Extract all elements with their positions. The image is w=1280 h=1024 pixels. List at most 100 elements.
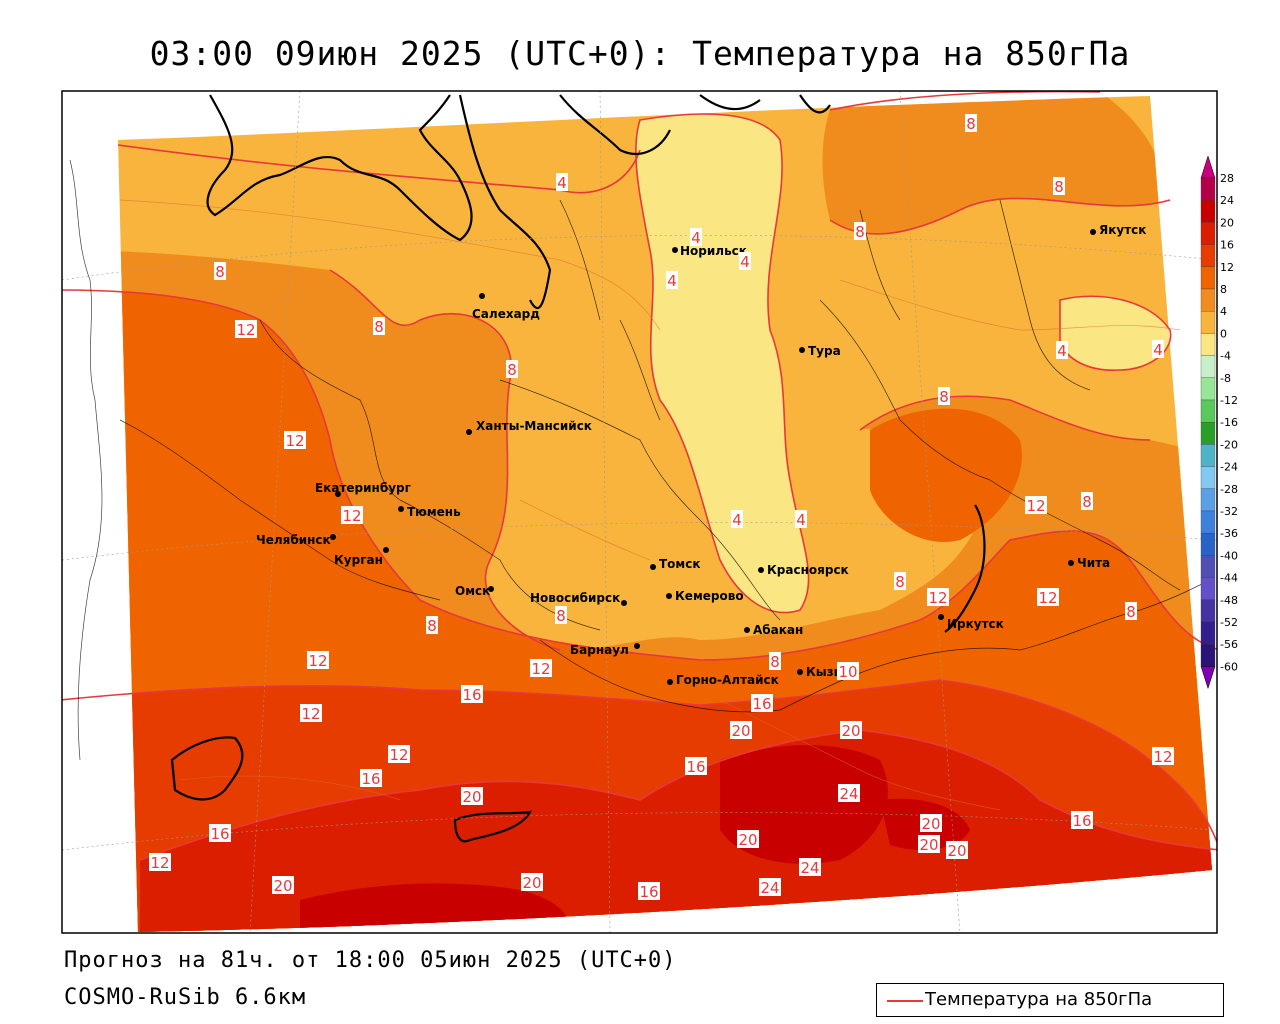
isotherm-label-bg bbox=[1152, 340, 1164, 358]
isotherm-label: 24 bbox=[839, 785, 858, 803]
isotherm-label-bg bbox=[209, 824, 231, 842]
city-label: Салехард bbox=[472, 307, 540, 321]
city-label: Томск bbox=[659, 557, 701, 571]
isotherm-label-bg bbox=[1025, 496, 1047, 514]
colorbar-segment bbox=[1200, 533, 1216, 556]
city-label: Омск bbox=[455, 584, 490, 598]
isotherm-label-bg bbox=[461, 787, 483, 805]
colorbar-tick-label: 28 bbox=[1220, 172, 1234, 185]
city-label: Барнаул bbox=[570, 643, 629, 657]
colorbar-segment bbox=[1200, 510, 1216, 534]
isotherm-label-bg bbox=[307, 651, 329, 669]
isotherm-label: 12 bbox=[301, 705, 320, 723]
city-label: Красноярск bbox=[767, 563, 849, 577]
isotherm-label-bg bbox=[759, 878, 781, 896]
isotherm-label-bg bbox=[751, 694, 773, 712]
city-marker bbox=[621, 600, 627, 606]
isotherm-label: 8 bbox=[374, 318, 384, 336]
colorbar-tick-label: -16 bbox=[1220, 416, 1238, 429]
isotherm-label-bg bbox=[894, 572, 906, 590]
colorbar-tick-label: -40 bbox=[1220, 549, 1238, 562]
colorbar-tick-label: 8 bbox=[1220, 283, 1227, 296]
isotherm-label: 8 bbox=[427, 617, 437, 635]
isotherm-label-bg bbox=[461, 685, 483, 703]
coastline bbox=[170, 94, 986, 843]
isotherm-label: 8 bbox=[895, 573, 905, 591]
minor-contours bbox=[119, 199, 1181, 811]
colorbar-tick-label: -20 bbox=[1220, 438, 1238, 451]
isotherm-label: 8 bbox=[556, 607, 566, 625]
isotherm-label: 4 bbox=[667, 272, 677, 290]
isotherm-label-bg bbox=[731, 510, 743, 528]
isotherm-label-bg bbox=[685, 757, 707, 775]
city-marker bbox=[383, 547, 389, 553]
city-marker bbox=[672, 247, 678, 253]
isotherm-label: 12 bbox=[531, 660, 550, 678]
isotherm-label-bg bbox=[730, 721, 752, 739]
isotherm-label: 4 bbox=[691, 229, 701, 247]
city-marker bbox=[466, 429, 472, 435]
city-label: Норильск bbox=[680, 244, 747, 258]
isotherm-label-bg bbox=[739, 252, 751, 270]
city-marker bbox=[488, 586, 494, 592]
city-marker bbox=[634, 643, 640, 649]
isotherm-label-bg bbox=[666, 271, 678, 289]
isotherm-label-bg bbox=[284, 431, 306, 449]
isotherm-label: 4 bbox=[796, 511, 806, 529]
colorbar-tick-label: -44 bbox=[1220, 572, 1238, 585]
isotherm-label-bg bbox=[927, 588, 949, 606]
isotherm-label: 8 bbox=[1054, 178, 1064, 196]
isotherm-label: 24 bbox=[800, 859, 819, 877]
isotherm-label-bg bbox=[388, 745, 410, 763]
isotherm-label-bg bbox=[799, 858, 821, 876]
colorbar-tick-label: 16 bbox=[1220, 239, 1234, 252]
isotherm-label: 4 bbox=[732, 511, 742, 529]
city-marker bbox=[799, 347, 805, 353]
colorbar-tick-label: -48 bbox=[1220, 594, 1238, 607]
legend: Температура на 850гПа bbox=[876, 983, 1224, 1017]
colorbar-tick-label: 12 bbox=[1220, 261, 1234, 274]
isotherm-label: 4 bbox=[557, 174, 567, 192]
isotherm-label: 4 bbox=[1153, 341, 1163, 359]
city-marker bbox=[797, 669, 803, 675]
city-marker bbox=[667, 679, 673, 685]
colorbar-segment bbox=[1200, 555, 1216, 578]
colorbar-segment bbox=[1200, 311, 1216, 334]
colorbar-tick-label: 24 bbox=[1220, 194, 1234, 207]
forecast-info: Прогноз на 81ч. от 18:00 05июн 2025 (UTC… bbox=[64, 948, 677, 973]
colorbar-segment bbox=[1200, 355, 1216, 378]
colorbar-tick-label: 4 bbox=[1220, 305, 1227, 318]
isotherm-label: 20 bbox=[919, 836, 938, 854]
colorbar-tick-label: -24 bbox=[1220, 461, 1238, 474]
isotherm-label-bg bbox=[840, 721, 862, 739]
colorbar-tick-label: -28 bbox=[1220, 483, 1238, 496]
isotherm-label-bg bbox=[530, 659, 552, 677]
isotherm-label-bg bbox=[1056, 341, 1068, 359]
isotherm-label-bg bbox=[938, 387, 950, 405]
colorbar-segment bbox=[1200, 466, 1216, 489]
isotherm-label: 8 bbox=[770, 653, 780, 671]
colorbar-segment bbox=[1200, 644, 1216, 667]
colorbar-bottom-arrow bbox=[1200, 666, 1216, 690]
isotherm-label: 12 bbox=[285, 432, 304, 450]
colorbar-tick-label: -60 bbox=[1220, 660, 1238, 673]
city-label: Кемерово bbox=[675, 589, 744, 603]
isotherm-label-bg bbox=[1152, 747, 1174, 765]
city-label: Тура bbox=[808, 344, 841, 358]
city-label: Иркутск bbox=[947, 617, 1004, 631]
colorbar-tick-label: -36 bbox=[1220, 527, 1238, 540]
isotherm-label: 12 bbox=[236, 321, 255, 339]
isotherm-label: 8 bbox=[966, 115, 976, 133]
isotherm-label: 12 bbox=[150, 854, 169, 872]
isotherm-label-bg bbox=[149, 853, 171, 871]
isotherm-label: 12 bbox=[1153, 748, 1172, 766]
colorbar-segment bbox=[1200, 621, 1216, 645]
isotherm-label-bg bbox=[506, 360, 518, 378]
isotherm-label: 12 bbox=[308, 652, 327, 670]
city-marker bbox=[938, 614, 944, 620]
isotherm-label-bg bbox=[690, 228, 702, 246]
isotherm-label-bg bbox=[556, 173, 568, 191]
city-label: Якутск bbox=[1099, 223, 1146, 237]
city-label: Чита bbox=[1077, 556, 1110, 570]
model-name: COSMO-RuSib 6.6км bbox=[64, 985, 307, 1010]
